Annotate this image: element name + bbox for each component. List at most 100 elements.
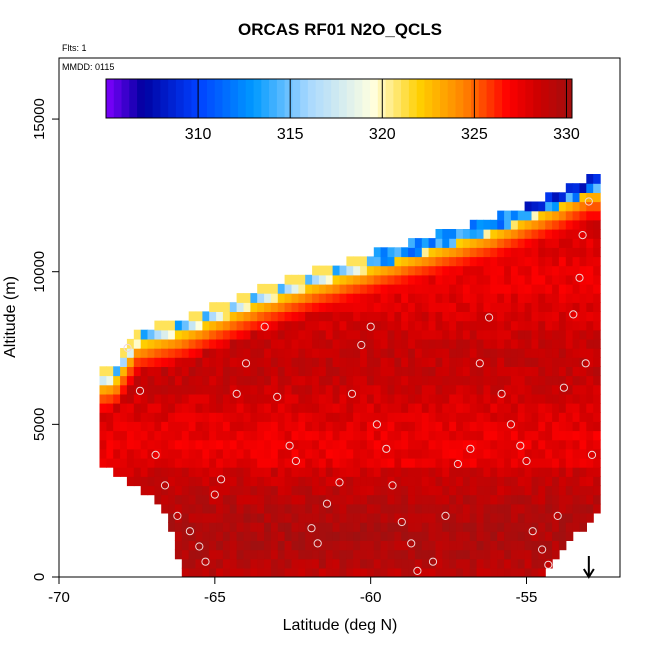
heatmap-cell <box>558 219 567 230</box>
heatmap-cell <box>277 348 286 358</box>
heatmap-cell <box>483 430 491 441</box>
heatmap-cell <box>552 302 560 312</box>
heatmap-cell <box>277 366 286 377</box>
heatmap-cell <box>250 467 258 477</box>
heatmap-cell <box>538 311 546 322</box>
sample-point <box>285 441 294 450</box>
heatmap-cell <box>291 457 299 468</box>
heatmap-cell <box>545 283 553 294</box>
heatmap-cell <box>531 229 539 239</box>
heatmap-cell <box>174 467 183 477</box>
heatmap-cell <box>394 439 402 450</box>
heatmap-cell <box>188 567 197 577</box>
heatmap-cell <box>545 512 553 523</box>
colorbar-segment <box>307 79 317 118</box>
heatmap-cell <box>353 265 361 276</box>
heatmap-cell <box>387 338 395 349</box>
heatmap-cell <box>209 357 217 367</box>
heatmap-cell <box>593 412 601 422</box>
heatmap-cell <box>497 393 505 404</box>
heatmap-cell <box>360 476 368 487</box>
heatmap-cell <box>353 430 361 441</box>
heatmap-cell <box>442 348 450 358</box>
heatmap-cell <box>270 311 279 322</box>
heatmap-cell <box>188 375 197 386</box>
heatmap-cell <box>120 348 128 358</box>
heatmap-cell <box>579 412 587 422</box>
heatmap-cell <box>168 421 176 432</box>
heatmap-cell <box>387 366 395 377</box>
heatmap-cell <box>586 421 594 432</box>
heatmap-cell <box>428 403 437 413</box>
heatmap-cell <box>545 457 553 468</box>
x-tick-label: -55 <box>516 589 538 606</box>
heatmap-cell <box>408 274 416 285</box>
heatmap-cell <box>558 412 567 422</box>
heatmap-cell <box>462 274 471 285</box>
heatmap-cell <box>120 421 128 432</box>
heatmap-cell <box>442 366 450 377</box>
heatmap-cell <box>558 531 567 541</box>
heatmap-cell <box>524 238 533 248</box>
heatmap-cell <box>428 421 437 432</box>
colorbar-segment <box>533 79 542 118</box>
heatmap-cell <box>366 467 375 477</box>
heatmap-cell <box>442 375 450 386</box>
heatmap-cell <box>325 485 334 496</box>
heatmap-cell <box>408 522 416 532</box>
heatmap-cell <box>366 448 375 459</box>
heatmap-cell <box>209 421 217 432</box>
heatmap-cell <box>229 412 238 422</box>
heatmap-cell <box>360 503 368 514</box>
heatmap-cell <box>284 320 293 331</box>
heatmap-cell <box>421 485 430 496</box>
heatmap-cell <box>504 540 512 551</box>
heatmap-cell <box>270 512 279 523</box>
heatmap-cell <box>531 302 539 312</box>
sample-point <box>151 450 160 459</box>
heatmap-cell <box>565 338 574 349</box>
heatmap-cell <box>168 448 176 459</box>
heatmap-cell <box>380 375 389 386</box>
heatmap-cell <box>298 274 306 285</box>
heatmap-cell <box>428 467 437 477</box>
heatmap-cell <box>510 348 519 358</box>
heatmap-cell <box>325 476 334 487</box>
heatmap-cell <box>202 531 210 541</box>
heatmap-cell <box>421 503 430 514</box>
heatmap-cell <box>236 393 245 404</box>
heatmap-cell <box>565 448 574 459</box>
heatmap-cell <box>558 457 567 468</box>
heatmap-cell <box>332 512 341 523</box>
heatmap-cell <box>510 366 519 377</box>
heatmap-cell <box>181 393 190 404</box>
sample-point <box>428 557 438 566</box>
heatmap-cell <box>195 384 203 395</box>
heatmap-cell <box>586 430 594 441</box>
heatmap-cell <box>243 567 251 577</box>
heatmap-cell <box>462 375 471 386</box>
heatmap-cell <box>435 302 443 312</box>
heatmap-cell <box>257 439 265 450</box>
heatmap-cell <box>545 329 553 340</box>
heatmap-cell <box>126 393 135 404</box>
heatmap-cell <box>373 549 382 560</box>
heatmap-cell <box>510 238 519 248</box>
heatmap-cell <box>360 338 368 349</box>
heatmap-cell <box>147 467 155 477</box>
heatmap-cell <box>504 403 512 413</box>
heatmap-cell <box>209 311 217 322</box>
heatmap-cell <box>353 540 361 551</box>
heatmap-cell <box>504 238 512 248</box>
heatmap-cell <box>229 531 238 541</box>
heatmap-cell <box>277 494 286 505</box>
heatmap-cell <box>202 357 210 367</box>
heatmap-cell <box>250 329 258 340</box>
heatmap-cell <box>99 412 107 422</box>
heatmap-cell <box>312 430 320 441</box>
heatmap-cell <box>229 448 238 459</box>
heatmap-cell <box>476 393 485 404</box>
heatmap-cell <box>408 567 416 577</box>
heatmap-cell <box>401 403 409 413</box>
heatmap-cell <box>558 247 567 258</box>
